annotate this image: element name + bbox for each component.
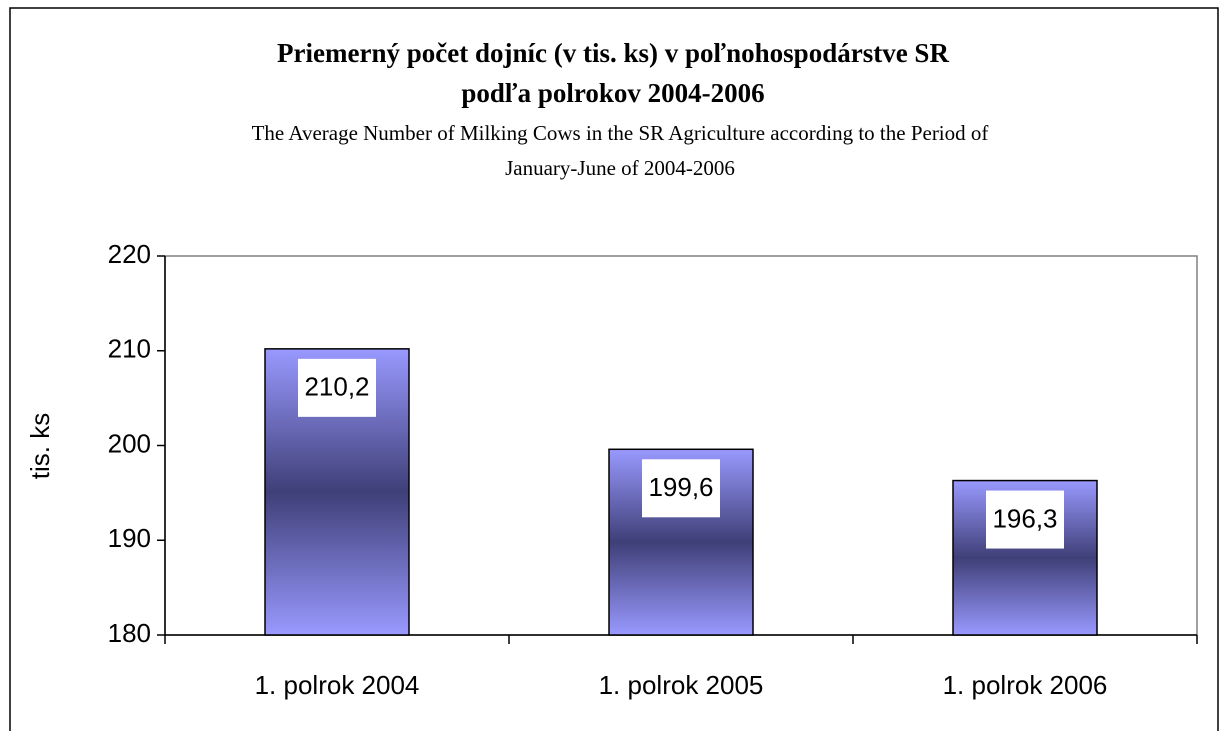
x-tick-label: 1. polrok 2006 xyxy=(943,670,1108,700)
value-label-box xyxy=(986,490,1064,549)
value-label: 199,6 xyxy=(648,472,713,502)
y-tick-label: 200 xyxy=(108,428,151,458)
chart-title: Priemerný počet dojníc (v tis. ks) v poľ… xyxy=(277,38,949,68)
value-label: 196,3 xyxy=(992,503,1057,533)
y-tick-label: 180 xyxy=(108,618,151,648)
x-tick-label: 1. polrok 2004 xyxy=(255,670,420,700)
value-label: 210,2 xyxy=(304,372,369,402)
y-tick-label: 190 xyxy=(108,523,151,553)
chart-subtitle: The Average Number of Milking Cows in th… xyxy=(252,121,989,145)
chart-title: podľa polrokov 2004-2006 xyxy=(461,78,764,108)
y-axis-label: tis. ks xyxy=(25,413,55,479)
y-tick-label: 220 xyxy=(108,239,151,269)
value-label-box xyxy=(642,459,720,518)
y-tick-label: 210 xyxy=(108,334,151,364)
value-label-box xyxy=(298,358,376,417)
chart-subtitle: January-June of 2004-2006 xyxy=(505,156,735,180)
chart-border xyxy=(9,7,1219,731)
x-tick-label: 1. polrok 2005 xyxy=(599,670,764,700)
